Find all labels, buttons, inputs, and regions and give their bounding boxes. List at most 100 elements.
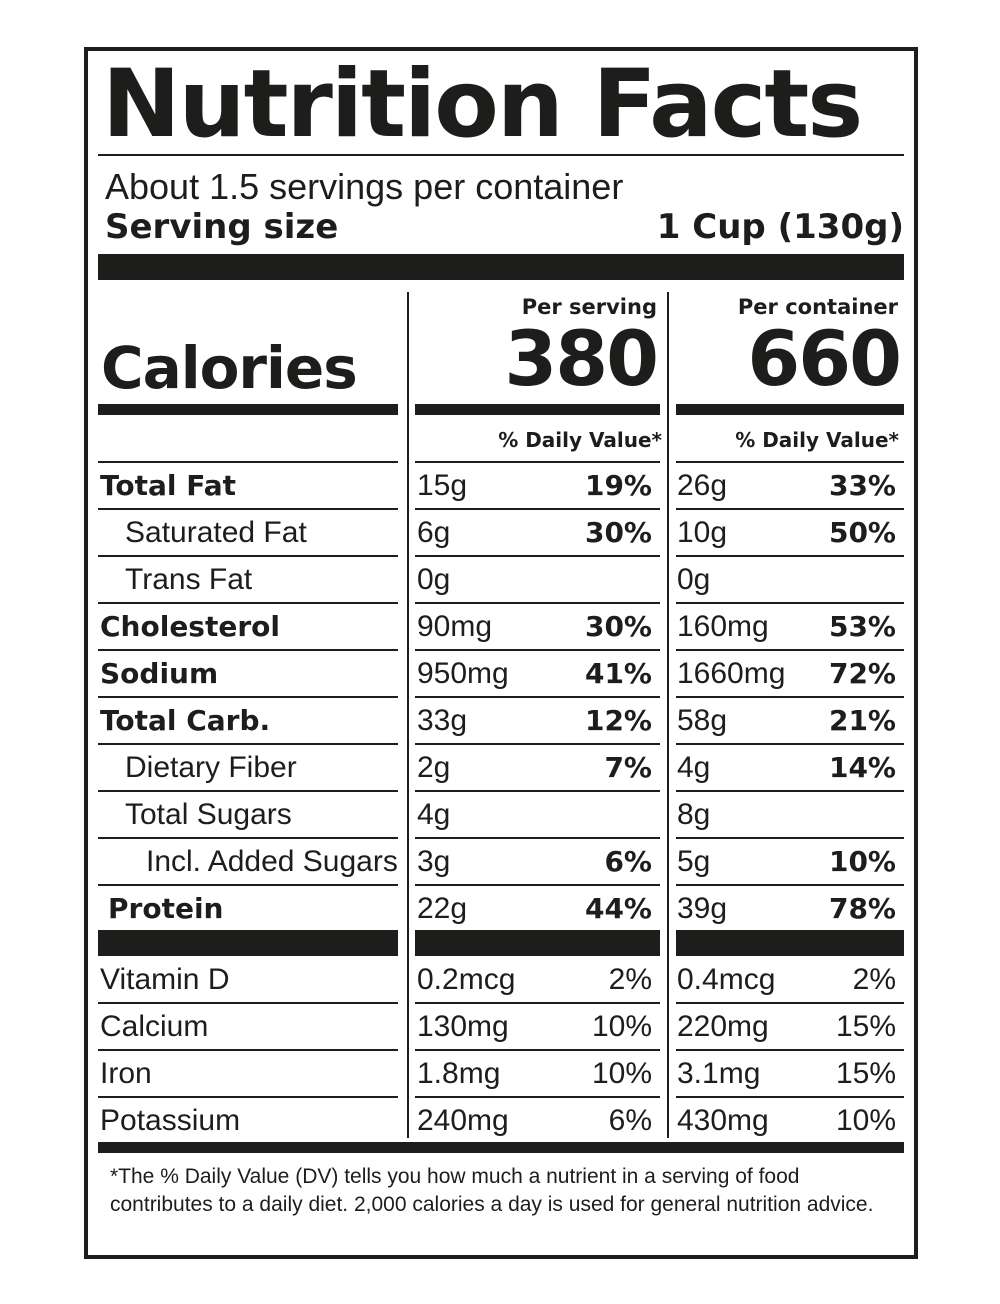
vitamin-row: Calcium 130mg 10% 220mg 15% [88,1005,914,1052]
container-daily-value: 50% [828,516,896,549]
row-rule [98,461,398,463]
serving-amount: 4g [417,798,451,831]
row-rule [415,1096,660,1098]
container-daily-value: 15% [835,1057,896,1090]
container-amount: 8g [677,798,711,831]
row-rule [415,696,660,698]
row-rule [676,1002,904,1004]
row-rule [415,743,660,745]
servings-per-container: About 1.5 servings per container [105,166,624,207]
container-daily-value: 33% [828,469,896,502]
serving-daily-value: 30% [584,610,652,643]
vitamin-row: Vitamin D 0.2mcg 2% 0.4mcg 2% [88,958,914,1005]
nutrient-name: Trans Fat [125,563,253,596]
serving-amount: 240mg [417,1104,509,1137]
nutrient-name: Vitamin D [100,963,230,996]
row-rule [676,508,904,510]
serving-daily-value: 6% [608,1104,652,1137]
calories-bar-name [98,404,398,415]
vitamin-row: Iron 1.8mg 10% 3.1mg 15% [88,1052,914,1099]
nutrient-name: Total Carb. [100,704,271,737]
per-container-label: Per container [737,295,898,319]
serving-amount: 1.8mg [417,1057,501,1090]
row-rule [98,1096,398,1098]
row-rule [676,837,904,839]
container-daily-value: 2% [852,963,896,996]
row-rule [98,790,398,792]
serving-daily-value: 2% [608,963,652,996]
row-rule [415,884,660,886]
nutrient-name: Potassium [100,1104,241,1137]
container-amount: 0.4mcg [677,963,776,996]
nutrient-name: Calcium [100,1010,209,1043]
calories-bar-serving [415,404,660,415]
row-rule [415,461,660,463]
serving-amount: 22g [417,892,468,925]
serving-size-label: Serving size [105,207,339,247]
serving-daily-value: 41% [584,657,652,690]
serving-daily-value: 30% [584,516,652,549]
container-daily-value: 10% [835,1104,896,1137]
container-daily-value: 10% [828,845,896,878]
serving-daily-value: 6% [604,845,652,878]
container-amount: 5g [677,845,711,878]
nutrient-name: Saturated Fat [125,516,307,549]
nutrient-name: Total Sugars [125,798,292,831]
dv-header-serving: % Daily Value* [498,428,662,452]
row-rule [98,696,398,698]
serving-amount: 0.2mcg [417,963,516,996]
nutrient-row: Total Carb. 33g 12% 58g 21% [88,699,914,746]
vitamin-bar-container [676,930,904,956]
nutrient-name: Incl. Added Sugars [146,845,398,878]
row-rule [676,1096,904,1098]
row-rule [98,837,398,839]
row-rule [415,1002,660,1004]
calories-per-container: 660 [747,314,902,403]
serving-amount: 950mg [417,657,509,690]
container-amount: 220mg [677,1010,769,1043]
serving-daily-value [508,793,652,837]
nutrition-facts-label: Nutrition Facts About 1.5 servings per c… [84,47,918,1259]
nutrient-row: Cholesterol 90mg 30% 160mg 53% [88,605,914,652]
row-rule [415,790,660,792]
serving-daily-value [508,558,652,602]
row-rule [98,1049,398,1051]
serving-amount: 33g [417,704,468,737]
container-amount: 0g [677,563,711,596]
row-rule [98,555,398,557]
serving-daily-value: 7% [604,751,652,784]
calories-per-serving: 380 [504,314,659,403]
serving-amount: 130mg [417,1010,509,1043]
container-daily-value: 78% [828,892,896,925]
container-daily-value: 21% [828,704,896,737]
row-rule [676,884,904,886]
row-rule [415,508,660,510]
container-amount: 1660mg [677,657,786,690]
serving-size-value: 1 Cup (130g) [656,207,904,247]
container-daily-value: 53% [828,610,896,643]
container-daily-value: 14% [828,751,896,784]
row-rule [98,649,398,651]
container-daily-value: 15% [835,1010,896,1043]
footnote: *The % Daily Value (DV) tells you how mu… [110,1165,874,1216]
serving-daily-value: 19% [584,469,652,502]
row-rule [676,696,904,698]
container-amount: 3.1mg [677,1057,761,1090]
per-serving-label: Per serving [521,295,657,319]
container-amount: 26g [677,469,728,502]
row-rule [415,837,660,839]
serving-daily-value: 10% [591,1010,652,1043]
row-rule [415,649,660,651]
nutrient-row: Incl. Added Sugars 3g 6% 5g 10% [88,840,914,887]
nutrient-name: Dietary Fiber [125,751,297,784]
vitamin-bar-name [98,930,398,956]
nutrient-row: Protein 22g 44% 39g 78% [88,887,914,934]
container-daily-value: 72% [828,657,896,690]
serving-daily-value: 10% [591,1057,652,1090]
container-amount: 58g [677,704,728,737]
container-amount: 39g [677,892,728,925]
nutrient-name: Iron [100,1057,152,1090]
row-rule [676,790,904,792]
container-amount: 4g [677,751,711,784]
serving-daily-value: 12% [584,704,652,737]
